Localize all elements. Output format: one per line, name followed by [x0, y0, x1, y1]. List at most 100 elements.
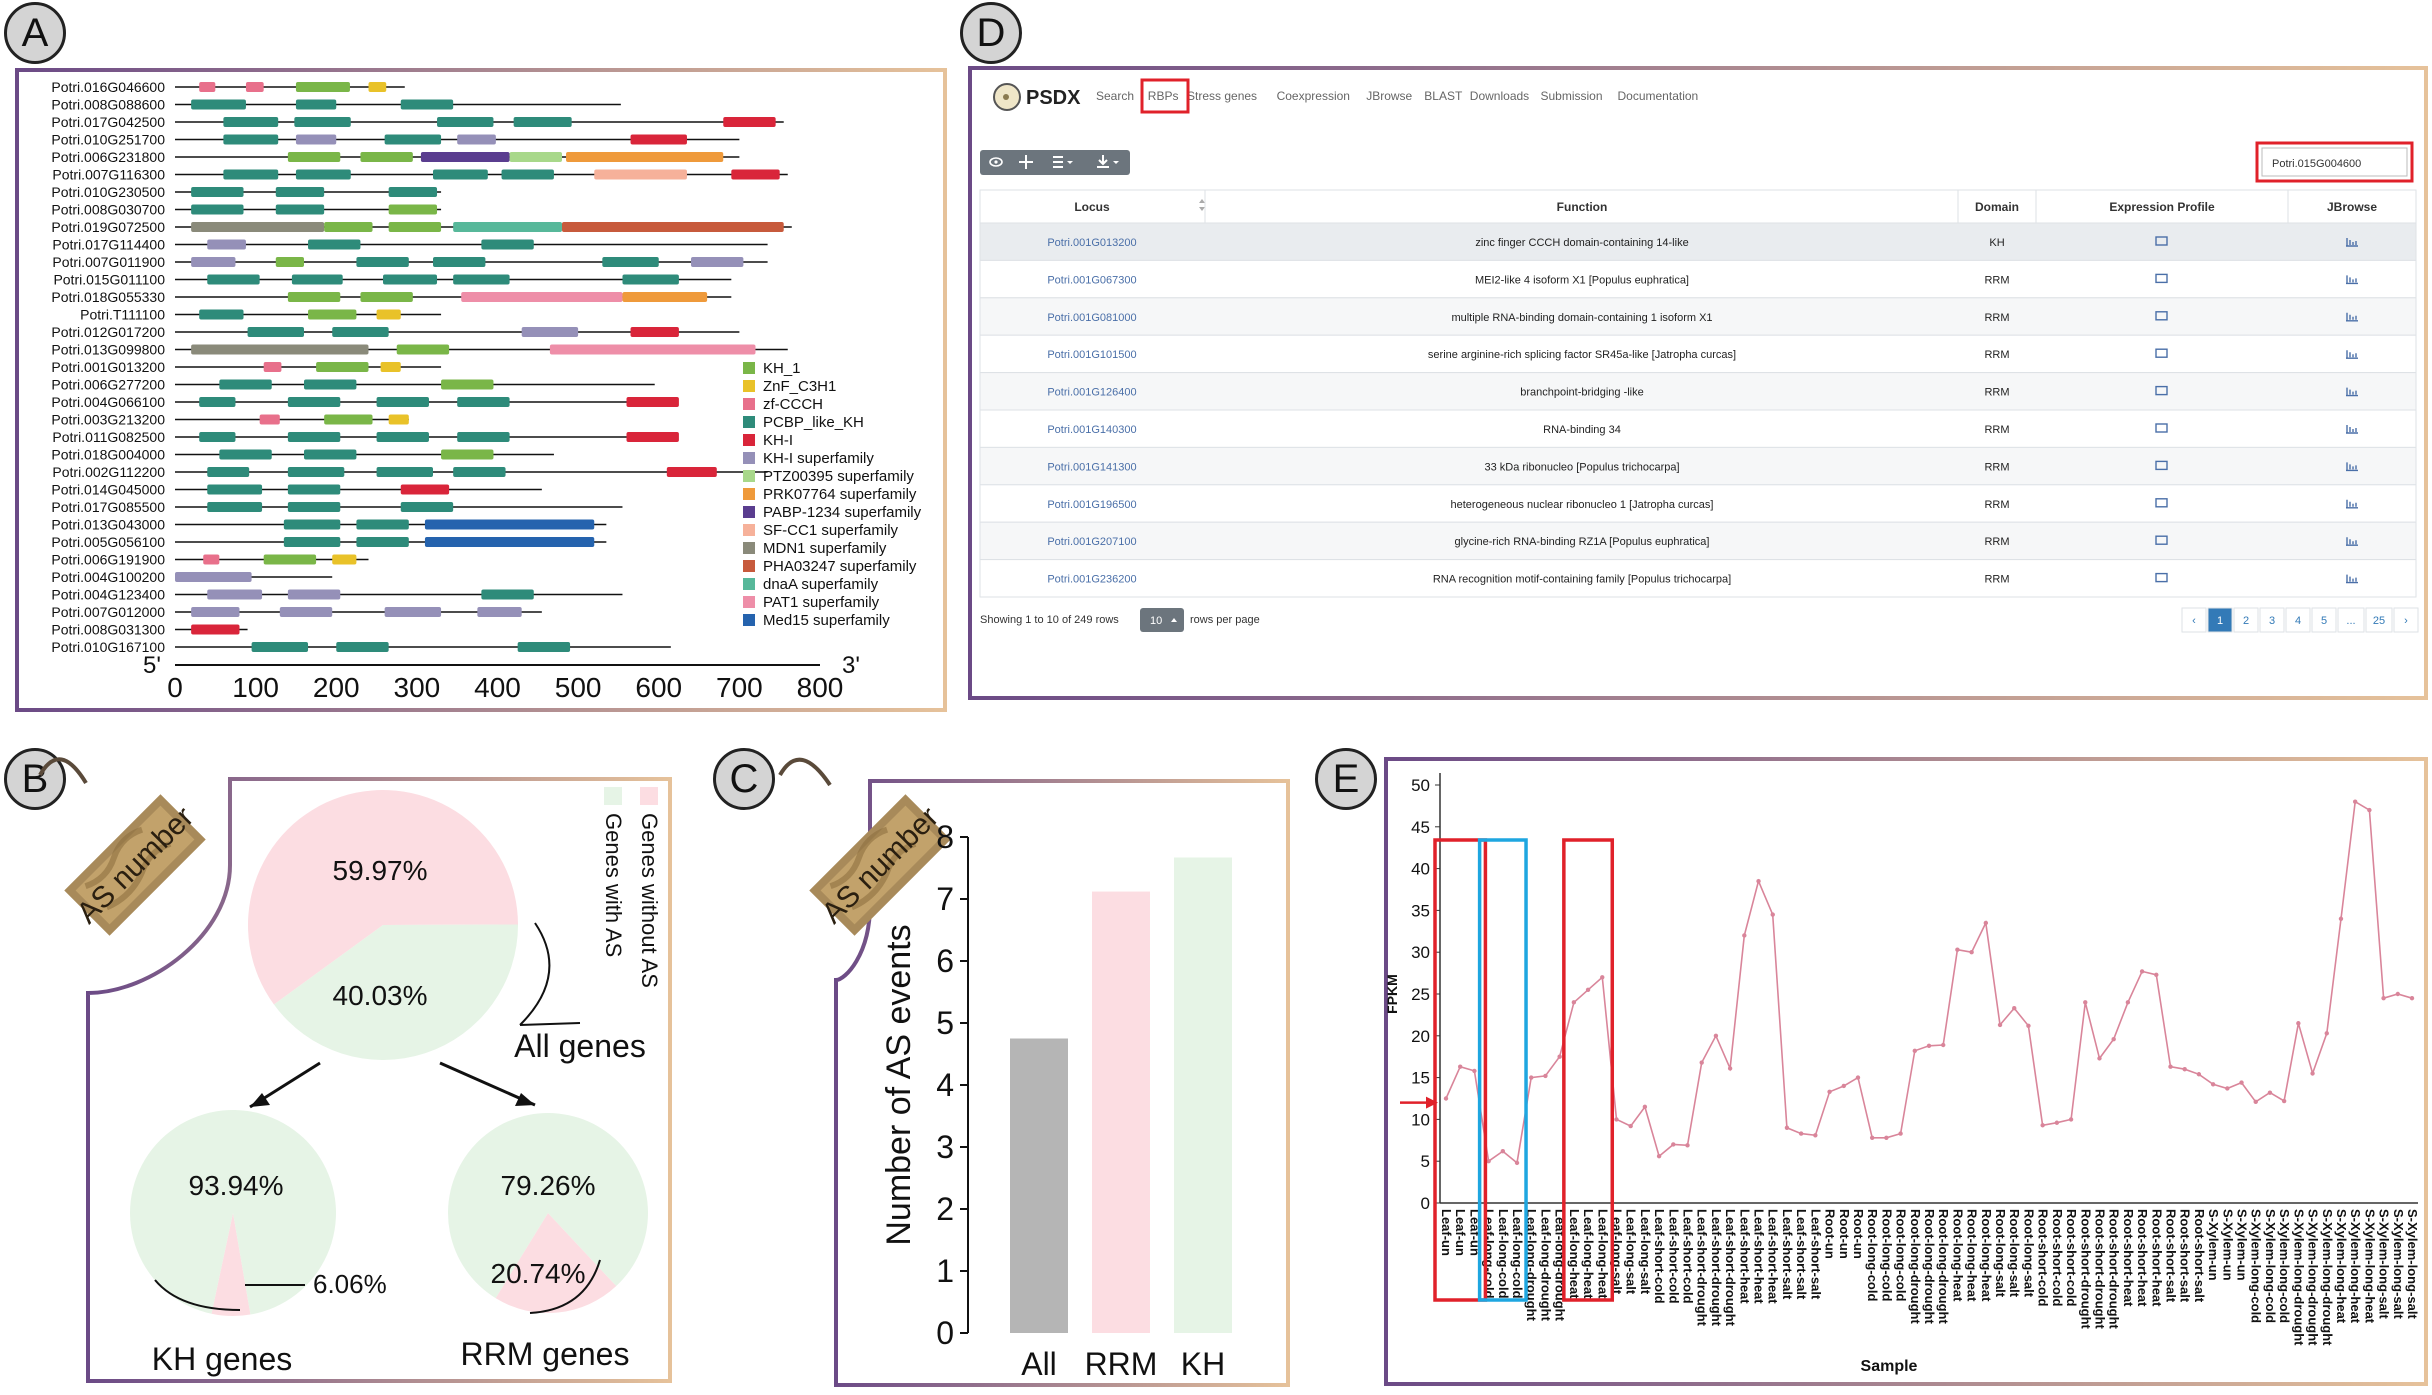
table-row[interactable]: [979, 446, 2417, 486]
domain-block: [400, 484, 450, 495]
pagination-button[interactable]: [2365, 607, 2393, 633]
eye-icon[interactable]: [989, 157, 1003, 167]
data-point: [1571, 1000, 1577, 1005]
pagination-button[interactable]: [2285, 607, 2311, 633]
jbrowse-icon[interactable]: [2346, 275, 2358, 285]
table-row[interactable]: [979, 259, 2417, 299]
function-cell: 33 kDa ribonucleo [Populus trichocarpa]: [1484, 461, 1679, 473]
column-header[interactable]: Expression Profile: [2109, 200, 2215, 214]
gene-label: Potri.005G056100: [51, 534, 165, 550]
column-header[interactable]: Locus: [1074, 200, 1110, 214]
table-row[interactable]: [979, 484, 2417, 523]
domain-block: [376, 309, 401, 320]
sort-icon[interactable]: [1199, 199, 1205, 211]
table-row[interactable]: [979, 222, 2417, 261]
jbrowse-icon[interactable]: [2346, 312, 2358, 322]
domain-block: [457, 432, 510, 442]
column-header[interactable]: JBrowse: [2327, 200, 2377, 214]
download-icon[interactable]: [1097, 155, 1119, 168]
expression-profile-icon[interactable]: [2155, 273, 2168, 284]
table-row[interactable]: [979, 521, 2417, 561]
move-icon[interactable]: [1019, 155, 1033, 169]
y-tick-label: 15: [1411, 1069, 1430, 1088]
locus-link[interactable]: Potri.001G126400: [1047, 387, 1136, 399]
gene-label: Potri.011G082500: [52, 429, 165, 445]
function-cell: heterogeneous nuclear ribonucleo 1 [Jatr…: [1451, 499, 1714, 511]
psdx-logo-dot: [1003, 94, 1009, 100]
expression-profile-icon[interactable]: [2155, 311, 2168, 321]
nav-item[interactable]: Documentation: [1618, 89, 1699, 103]
table-row[interactable]: [979, 334, 2417, 374]
expression-profile-icon[interactable]: [2155, 498, 2168, 508]
jbrowse-icon[interactable]: [2346, 462, 2358, 472]
jbrowse-icon[interactable]: [2346, 238, 2358, 247]
jbrowse-icon[interactable]: [2346, 537, 2358, 546]
locus-link[interactable]: Potri.001G236200: [1047, 574, 1136, 586]
table-row[interactable]: [979, 409, 2417, 448]
domain-block: [199, 309, 244, 320]
expression-profile-icon[interactable]: [2155, 385, 2168, 396]
pagination-button[interactable]: [2393, 607, 2419, 633]
gene-label: Potri.010G167100: [51, 639, 165, 655]
y-tick-label: 0: [1421, 1194, 1430, 1213]
nav-item[interactable]: Downloads: [1470, 89, 1529, 103]
locus-link[interactable]: Potri.001G141300: [1047, 461, 1136, 473]
jbrowse-icon[interactable]: [2346, 350, 2358, 359]
pagination-button[interactable]: [2311, 607, 2337, 633]
nav-item[interactable]: JBrowse: [1366, 89, 1412, 103]
column-header[interactable]: Function: [1557, 200, 1608, 214]
search-input[interactable]: [2261, 147, 2408, 177]
expression-profile-icon[interactable]: [2155, 236, 2168, 246]
nav-item[interactable]: BLAST: [1424, 89, 1463, 103]
table-row[interactable]: [979, 372, 2417, 411]
list-icon[interactable]: [1053, 156, 1073, 168]
locus-link[interactable]: Potri.001G196500: [1047, 499, 1136, 511]
reference-arrow-head: [1426, 1096, 1438, 1109]
pagination-button[interactable]: [2259, 607, 2285, 633]
jbrowse-icon[interactable]: [2346, 387, 2358, 397]
function-cell: glycine-rich RNA-binding RZ1A [Populus e…: [1455, 536, 1710, 548]
locus-link[interactable]: Potri.001G067300: [1047, 274, 1136, 286]
nav-item[interactable]: RBPs: [1148, 89, 1179, 103]
domain-block: [521, 327, 579, 337]
domain-block: [549, 344, 756, 355]
domain-block: [400, 99, 454, 110]
expression-profile-icon[interactable]: [2155, 423, 2168, 433]
pagination-button[interactable]: [2337, 607, 2365, 633]
locus-link[interactable]: Potri.001G013200: [1047, 237, 1136, 249]
nav-item[interactable]: Search: [1096, 89, 1134, 103]
pagination-button[interactable]: [2207, 607, 2233, 633]
data-point: [2168, 1064, 2173, 1069]
jbrowse-icon[interactable]: [2346, 499, 2358, 509]
table-row[interactable]: [979, 559, 2417, 598]
locus-link[interactable]: Potri.001G207100: [1047, 536, 1136, 548]
jbrowse-icon[interactable]: [2346, 574, 2358, 584]
nav-item[interactable]: Submission: [1541, 89, 1603, 103]
gene-label: Potri.013G099800: [51, 342, 165, 358]
column-header[interactable]: Domain: [1975, 200, 2019, 214]
nav-item[interactable]: Stress genes: [1187, 89, 1257, 103]
locus-link[interactable]: Potri.001G081000: [1047, 312, 1136, 324]
locus-link[interactable]: Potri.001G140300: [1047, 424, 1136, 436]
data-point: [2125, 1000, 2131, 1005]
expression-profile-icon[interactable]: [2155, 460, 2168, 471]
domain-block: [441, 379, 494, 390]
pagination-button[interactable]: [2233, 607, 2259, 633]
legend-swatch: [743, 398, 755, 410]
x-tick-label: Root-long-heat: [1965, 1209, 1980, 1302]
domain-block: [275, 257, 304, 267]
expression-profile-icon[interactable]: [2155, 348, 2168, 358]
locus-link[interactable]: Potri.001G101500: [1047, 349, 1136, 361]
expression-profile-icon[interactable]: [2155, 535, 2168, 545]
data-point: [2196, 1072, 2202, 1077]
domain-block: [626, 432, 679, 442]
nav-item[interactable]: Coexpression: [1277, 89, 1350, 103]
jbrowse-icon[interactable]: [2346, 425, 2358, 434]
legend-label: SF-CC1 superfamily: [763, 522, 899, 539]
x-tick-label: Root-long-heat: [1979, 1209, 1994, 1302]
pagination-button[interactable]: [2181, 607, 2207, 633]
x-tick-label: Root-long-drought: [1908, 1209, 1923, 1324]
gene-label: Potri.004G123400: [51, 587, 165, 603]
rows-per-page-select[interactable]: [1140, 608, 1184, 632]
expression-profile-icon[interactable]: [2155, 572, 2168, 583]
